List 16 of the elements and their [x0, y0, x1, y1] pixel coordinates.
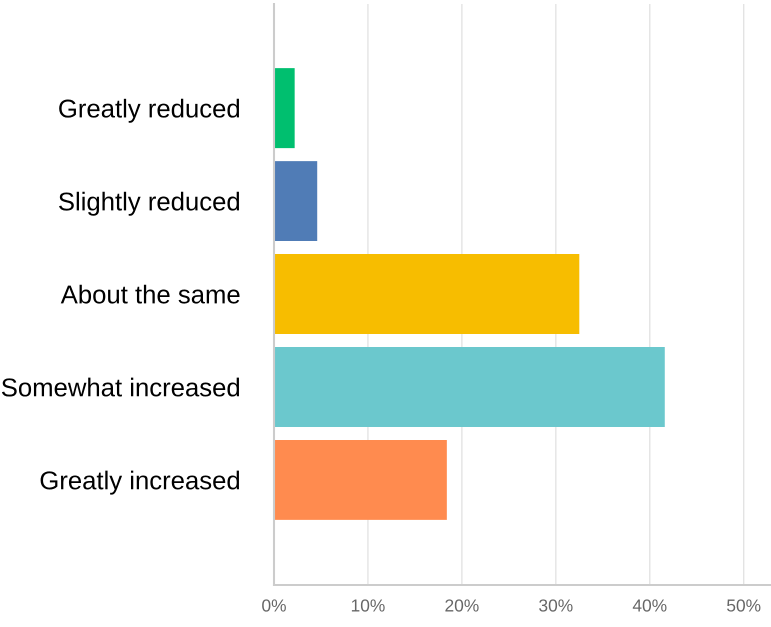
bar: [274, 68, 295, 148]
x-tick-label: 30%: [539, 599, 573, 612]
y-tick-label: Somewhat increased: [2, 378, 240, 397]
x-tick-label: 40%: [632, 599, 667, 612]
y-tick-label: Greatly reduced: [59, 98, 240, 123]
x-tick-label: 10%: [352, 599, 385, 612]
bar: [274, 440, 447, 520]
y-tick-label: Slightly reduced: [59, 192, 240, 216]
y-tick-label: Greatly increased: [40, 470, 240, 495]
y-tick-label: About the same: [60, 284, 240, 304]
bar: [274, 347, 665, 427]
bar: [274, 254, 580, 334]
bar: [274, 161, 318, 242]
x-tick-label: 20%: [445, 599, 479, 612]
x-tick-label: 50%: [727, 599, 760, 612]
x-tick-label: 0%: [262, 599, 286, 612]
